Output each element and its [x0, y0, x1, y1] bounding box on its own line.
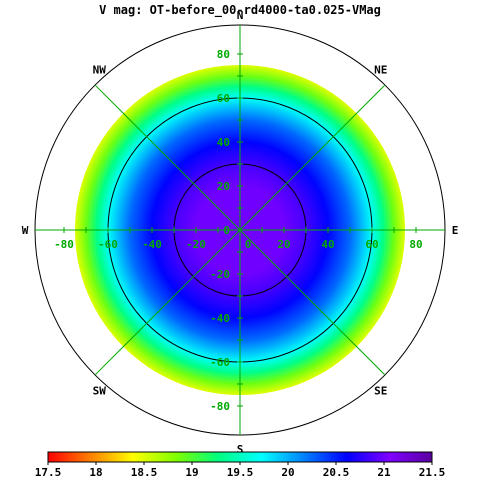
chart-title: V mag: OT-before_00-rd4000-ta0.025-VMag [99, 3, 381, 17]
x-tick-label: -60 [98, 238, 118, 251]
x-tick-label: 40 [321, 238, 334, 251]
y-tick-label: -80 [210, 400, 230, 413]
colorbar-tick-label: 17.5 [35, 466, 62, 479]
y-tick-label: 0 [223, 224, 230, 237]
x-tick-label: 0 [245, 238, 252, 251]
x-tick-label: 20 [277, 238, 290, 251]
y-tick-label: 80 [217, 48, 230, 61]
colorbar-tick-label: 19.5 [227, 466, 254, 479]
colorbar: 17.5 18 18.5 19 19.5 20 20.5 21 21.5 [35, 451, 446, 479]
grid-spoke [94, 84, 241, 231]
x-tick-label: 80 [409, 238, 422, 251]
compass-label-nw: NW [93, 63, 107, 76]
x-tick-label: -40 [142, 238, 162, 251]
compass-label-se: SE [374, 385, 387, 398]
y-tick-label: -20 [210, 268, 230, 281]
polar-grid [34, 24, 446, 436]
colorbar-tick-label: 19 [185, 466, 198, 479]
grid-spoke [94, 229, 241, 376]
colorbar-tick-label: 20 [281, 466, 294, 479]
colorbar-tick-label: 21 [377, 466, 391, 479]
y-tick-label: 40 [217, 136, 230, 149]
colorbar-tick-label: 20.5 [323, 466, 350, 479]
compass-label-w: W [22, 224, 29, 237]
axis-labels: -80 -60 -40 -20 20 40 60 80 0 80 60 40 20 0 -20 -40 -60 -… [22, 9, 459, 456]
grid-spoke [239, 229, 386, 376]
compass-label-ne: NE [374, 63, 387, 76]
y-tick-label: -60 [210, 356, 230, 369]
compass-label-s: S [237, 443, 244, 456]
compass-label-sw: SW [93, 385, 107, 398]
grid-spoke [239, 84, 386, 231]
colorbar-strip [47, 451, 433, 463]
x-tick-label: -20 [186, 238, 206, 251]
x-tick-label: -80 [54, 238, 74, 251]
y-tick-label: 60 [217, 92, 230, 105]
x-tick-label: 60 [365, 238, 378, 251]
colorbar-tick-label: 18.5 [131, 466, 158, 479]
compass-label-n: N [237, 9, 244, 22]
colorbar-tick-label: 21.5 [419, 466, 446, 479]
compass-label-e: E [452, 224, 459, 237]
colorbar-tick-label: 18 [89, 466, 102, 479]
y-tick-label: 20 [217, 180, 230, 193]
y-tick-label: -40 [210, 312, 230, 325]
